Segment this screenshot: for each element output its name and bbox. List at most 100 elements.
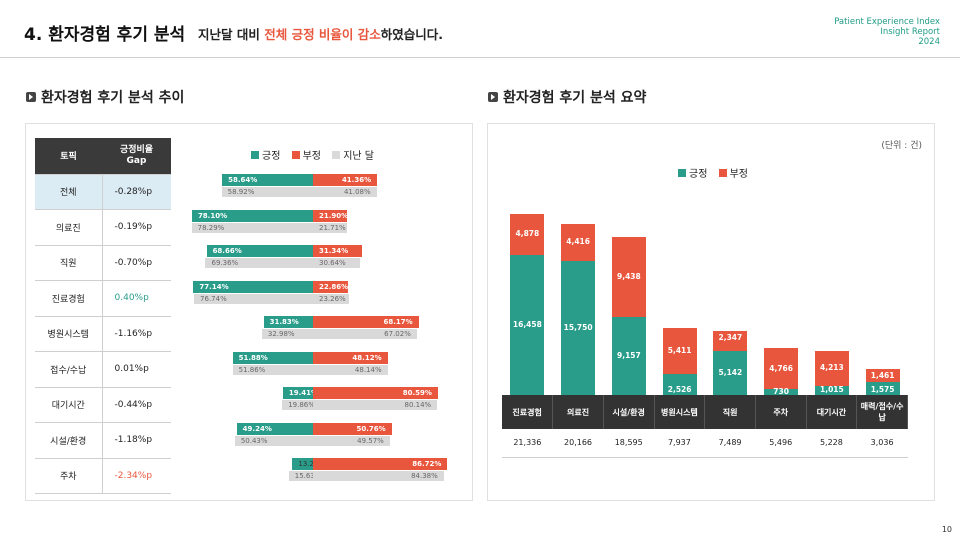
table-row: 진료경험 0.40%p bbox=[35, 280, 171, 317]
table-row: 의료진 -0.19%p bbox=[35, 209, 171, 246]
previous-negative-bar-label: 23.26% bbox=[319, 294, 346, 303]
page-title: 4. 환자경험 후기 분석 bbox=[24, 25, 186, 45]
positive-bar: 51.88% bbox=[232, 351, 313, 364]
category-cell: 매력/접수/수납 bbox=[856, 395, 908, 429]
negative-bar-label: 31.34% bbox=[319, 247, 349, 255]
previous-positive-bar: 19.86% bbox=[282, 400, 315, 410]
positive-bar: 49.24% bbox=[236, 422, 313, 435]
positive-value-label: 16,458 bbox=[512, 320, 542, 330]
gap-cell: -0.70%p bbox=[102, 245, 171, 281]
gap-cell: -0.19%p bbox=[102, 209, 171, 246]
total-cell: 20,166 bbox=[552, 429, 604, 458]
negative-bar-label: 68.17% bbox=[383, 318, 413, 326]
positive-bar-label: 49.24% bbox=[242, 424, 272, 433]
brand-line: 2024 bbox=[918, 37, 940, 47]
gap-cell: 0.40%p bbox=[102, 280, 171, 317]
previous-positive-bar-label: 50.43% bbox=[240, 436, 268, 445]
table-row: 접수/수납 0.01%p bbox=[35, 351, 171, 388]
category-cell: 병원시스템 bbox=[654, 395, 706, 429]
positive-bar: 77.14% bbox=[193, 280, 313, 293]
negative-value-label: 9,438 bbox=[617, 272, 641, 282]
positive-segment: 730 bbox=[764, 386, 799, 396]
total-cell: 7,489 bbox=[704, 429, 756, 458]
gap-cell: -1.18%p bbox=[102, 422, 171, 459]
positive-bar-label: 68.66% bbox=[212, 247, 242, 255]
positive-segment: 9,157 bbox=[611, 317, 646, 395]
positive-segment: 5,142 bbox=[713, 351, 748, 395]
legend-negative-label: 부정 bbox=[729, 169, 748, 180]
previous-positive-bar-label: 78.29% bbox=[197, 223, 225, 232]
header-divider bbox=[0, 57, 960, 58]
negative-bar: 86.72% bbox=[313, 458, 448, 470]
topic-cell: 전체 bbox=[35, 174, 103, 210]
positive-value-label: 1,015 bbox=[820, 384, 844, 394]
topic-cell: 접수/수납 bbox=[35, 351, 103, 388]
page-subtitle: 지난달 대비 전체 긍정 비율이 감소하였습니다. bbox=[198, 24, 443, 43]
negative-value-label: 2,347 bbox=[718, 333, 743, 343]
negative-bar: 22.86% bbox=[313, 280, 349, 293]
table-row: 직원 -0.70%p bbox=[35, 245, 171, 281]
negative-value-label: 4,213 bbox=[820, 363, 844, 373]
left-section-title: 환자경험 후기 분석 추이 bbox=[26, 87, 184, 107]
topic-cell: 의료진 bbox=[35, 209, 103, 246]
topic-cell: 진료경험 bbox=[35, 280, 103, 317]
stacked-bar: 4,416 15,750 bbox=[561, 223, 596, 395]
table-row: 병원시스템 -1.16%p bbox=[35, 316, 171, 352]
negative-bar: 41.36% bbox=[313, 174, 378, 186]
total-cell: 18,595 bbox=[603, 429, 655, 458]
brand-line: Patient Experience Index bbox=[834, 17, 940, 27]
category-cell: 직원 bbox=[704, 395, 756, 429]
previous-positive-bar-label: 15.63% bbox=[294, 472, 322, 480]
stacked-bar: 4,766 730 bbox=[764, 348, 799, 396]
previous-positive-bar: 76.74% bbox=[194, 293, 313, 304]
stacked-bar: 2,347 5,142 bbox=[713, 331, 748, 395]
brand-line: Insight Report bbox=[880, 27, 940, 37]
previous-negative-bar-label: 21.71% bbox=[319, 223, 346, 232]
previous-negative-bar-label: 49.57% bbox=[357, 436, 384, 445]
legend-positive-label: 긍정 bbox=[262, 151, 281, 162]
negative-bar-label: 50.76% bbox=[356, 424, 386, 433]
previous-negative-bar: 48.14% bbox=[313, 364, 388, 375]
negative-bar: 80.59% bbox=[313, 387, 438, 399]
legend-negative-swatch bbox=[718, 169, 727, 177]
positive-value-label: 9,157 bbox=[617, 351, 641, 361]
positive-bar-label: 78.10% bbox=[197, 211, 228, 220]
negative-bar: 50.76% bbox=[313, 422, 392, 435]
positive-bar: 78.10% bbox=[191, 209, 313, 222]
positive-segment: 1,015 bbox=[814, 384, 849, 395]
positive-segment: 15,750 bbox=[561, 261, 596, 395]
previous-positive-bar-label: 32.98% bbox=[267, 330, 295, 338]
positive-bar-label: 58.64% bbox=[228, 176, 258, 184]
gap-cell: -0.28%p bbox=[102, 174, 171, 210]
table-row: 시설/환경 -1.18%p bbox=[35, 422, 171, 459]
legend-positive-swatch bbox=[251, 151, 259, 159]
negative-bar: 21.90% bbox=[313, 209, 348, 222]
category-cell: 진료경험 bbox=[502, 395, 554, 429]
negative-segment: 4,766 bbox=[764, 348, 799, 389]
subtitle-highlight: 전체 긍정 비율이 감소 bbox=[264, 27, 381, 42]
negative-value-label: 5,411 bbox=[667, 345, 692, 355]
positive-segment: 2,526 bbox=[662, 373, 697, 395]
table-header-topic: 토픽 bbox=[35, 138, 102, 175]
negative-segment: 4,213 bbox=[814, 350, 849, 387]
right-section-title: 환자경험 후기 분석 요약 bbox=[488, 87, 646, 107]
total-cell: 7,937 bbox=[654, 429, 705, 458]
total-cell: 21,336 bbox=[502, 429, 553, 458]
previous-negative-bar: 30.64% bbox=[313, 258, 361, 268]
right-section-title-text: 환자경험 후기 분석 요약 bbox=[503, 90, 647, 106]
previous-negative-bar-label: 41.08% bbox=[343, 188, 371, 196]
negative-segment: 5,411 bbox=[662, 327, 697, 374]
negative-value-label: 4,878 bbox=[515, 229, 540, 239]
previous-negative-bar: 23.26% bbox=[313, 293, 350, 304]
positive-value-label: 730 bbox=[773, 386, 789, 396]
negative-segment: 4,416 bbox=[561, 223, 596, 262]
negative-segment: 2,347 bbox=[713, 331, 748, 352]
previous-positive-bar: 69.36% bbox=[205, 258, 313, 268]
category-cell: 대기시간 bbox=[806, 395, 858, 429]
previous-positive-bar: 51.86% bbox=[232, 364, 313, 375]
legend-negative-swatch bbox=[291, 151, 300, 159]
previous-negative-bar: 21.71% bbox=[313, 222, 347, 233]
previous-positive-bar-label: 69.36% bbox=[211, 259, 239, 267]
previous-positive-bar: 15.63% bbox=[288, 471, 321, 481]
summary-table: 진료경험 의료진 시설/환경 병원시스템 직원 주차 대기시간 매력/접수/수납 21,336… bbox=[502, 395, 908, 458]
